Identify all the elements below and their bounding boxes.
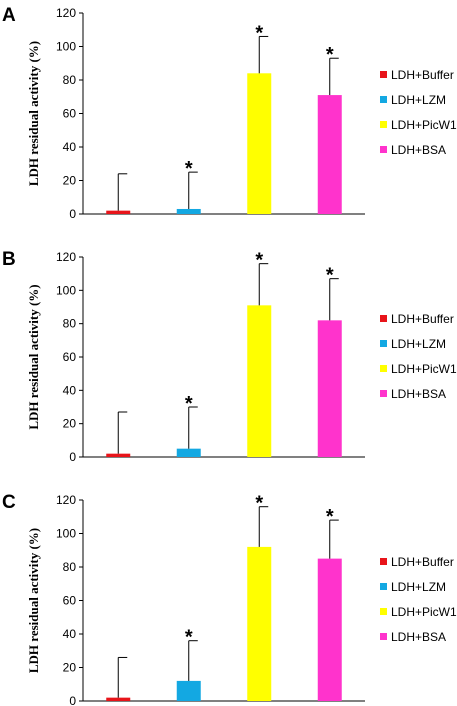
panel-c-significance-star: * <box>255 493 263 515</box>
panel-a-bar-ldh-bsa <box>317 95 342 214</box>
panel-c-legend-label: LDH+LZM <box>391 580 446 594</box>
panel-b-y-tick-label: 80 <box>63 317 77 331</box>
panel-c-y-tick-label: 60 <box>63 594 77 608</box>
panel-a-legend-swatch <box>380 146 387 153</box>
panel-c: C 0 20 40 60 80 100 120 LDH residual activity (%… <box>2 492 457 706</box>
panel-b-bar-ldh-buffer <box>106 453 131 457</box>
panel-a-significance-star: * <box>185 158 193 180</box>
panel-b-significance-star: * <box>185 393 193 415</box>
panel-c-significance-star: * <box>185 627 193 649</box>
panel-b-y-tick-label: 100 <box>56 283 76 297</box>
panel-c-letter: C <box>2 492 16 513</box>
panel-c-bar-ldh-lzm <box>176 680 201 701</box>
panel-b-legend-swatch <box>380 365 387 372</box>
panel-b-significance-star: * <box>255 250 263 272</box>
panel-a-legend-label: LDH+LZM <box>391 93 446 107</box>
panel-c-bar-ldh-buffer <box>106 697 131 701</box>
panel-b-bar-ldh-bsa <box>317 320 342 457</box>
panel-c-y-tick-label: 100 <box>56 527 76 541</box>
panel-b-bar-ldh-picw1 <box>247 305 272 457</box>
panel-a-y-tick-label: 0 <box>69 207 76 221</box>
panel-c-y-tick-label: 120 <box>56 493 76 507</box>
panel-c-significance-star: * <box>326 506 334 528</box>
panel-b-y-tick-label: 0 <box>69 450 76 464</box>
panel-c-bar-ldh-picw1 <box>247 546 272 701</box>
panel-c-y-axis-label: LDH residual activity (%) <box>26 528 41 673</box>
panel-a-y-tick-label: 100 <box>56 40 76 54</box>
panel-c-bar-ldh-bsa <box>317 558 342 701</box>
panel-a-bar-ldh-picw1 <box>247 73 272 214</box>
panel-a-bar-ldh-lzm <box>176 208 201 214</box>
panel-b-legend-label: LDH+BSA <box>391 387 446 401</box>
panel-a-significance-star: * <box>326 44 334 66</box>
panel-a-significance-star: * <box>255 22 263 44</box>
panel-b-y-tick-label: 20 <box>63 417 77 431</box>
panel-a-y-tick-label: 20 <box>63 174 77 188</box>
panel-a-y-tick-label: 120 <box>56 6 76 20</box>
panel-b-y-tick-label: 60 <box>63 350 77 364</box>
panel-c-legend-label: LDH+BSA <box>391 630 446 644</box>
panel-b-bar-ldh-lzm <box>176 448 201 457</box>
panel-a-letter: A <box>2 5 16 26</box>
panel-c-legend-swatch <box>380 633 387 640</box>
panel-a-y-tick-label: 40 <box>63 140 77 154</box>
panel-a-y-tick-label: 80 <box>63 73 77 87</box>
panel-a-legend: LDH+Buffer LDH+LZM LDH+PicW1 LDH+BSA <box>380 68 457 157</box>
panel-a-legend-swatch <box>380 96 387 103</box>
panel-a-legend-label: LDH+Buffer <box>391 68 454 82</box>
panel-b-y-tick-label: 120 <box>56 250 76 264</box>
panel-c-y-tick-label: 20 <box>63 661 77 675</box>
panel-a-legend-swatch <box>380 71 387 78</box>
panel-c-legend-label: LDH+PicW1 <box>391 605 457 619</box>
panel-c-legend-swatch <box>380 583 387 590</box>
panel-c-legend: LDH+Buffer LDH+LZM LDH+PicW1 LDH+BSA <box>380 555 457 644</box>
panel-b-legend: LDH+Buffer LDH+LZM LDH+PicW1 LDH+BSA <box>380 312 457 401</box>
panel-c-legend-swatch <box>380 558 387 565</box>
panel-c-y-tick-label: 40 <box>63 627 77 641</box>
panel-a: A 0 20 40 60 80 100 120 LDH residual activity (%… <box>2 5 457 221</box>
panel-b-significance-star: * <box>326 265 334 287</box>
panel-a-legend-swatch <box>380 121 387 128</box>
panel-a-legend-label: LDH+BSA <box>391 143 446 157</box>
panel-b-legend-label: LDH+Buffer <box>391 312 454 326</box>
panel-b-y-tick-label: 40 <box>63 383 77 397</box>
panel-b-letter: B <box>2 249 16 270</box>
panel-b: B 0 20 40 60 80 100 120 LDH residual activity (%… <box>2 249 457 464</box>
panel-b-legend-label: LDH+PicW1 <box>391 362 457 376</box>
panel-b-legend-swatch <box>380 390 387 397</box>
panel-b-legend-swatch <box>380 315 387 322</box>
panel-a-y-axis-label: LDH residual activity (%) <box>26 41 41 186</box>
panel-c-y-tick-label: 80 <box>63 560 77 574</box>
panel-c-y-tick-label: 0 <box>69 694 76 706</box>
panel-b-legend-swatch <box>380 340 387 347</box>
panel-b-y-axis-label: LDH residual activity (%) <box>26 284 41 429</box>
panel-a-legend-label: LDH+PicW1 <box>391 118 457 132</box>
panel-c-legend-swatch <box>380 608 387 615</box>
panel-a-y-tick-label: 60 <box>63 107 77 121</box>
panel-a-bar-ldh-buffer <box>106 210 131 214</box>
panel-b-legend-label: LDH+LZM <box>391 337 446 351</box>
panel-c-legend-label: LDH+Buffer <box>391 555 454 569</box>
